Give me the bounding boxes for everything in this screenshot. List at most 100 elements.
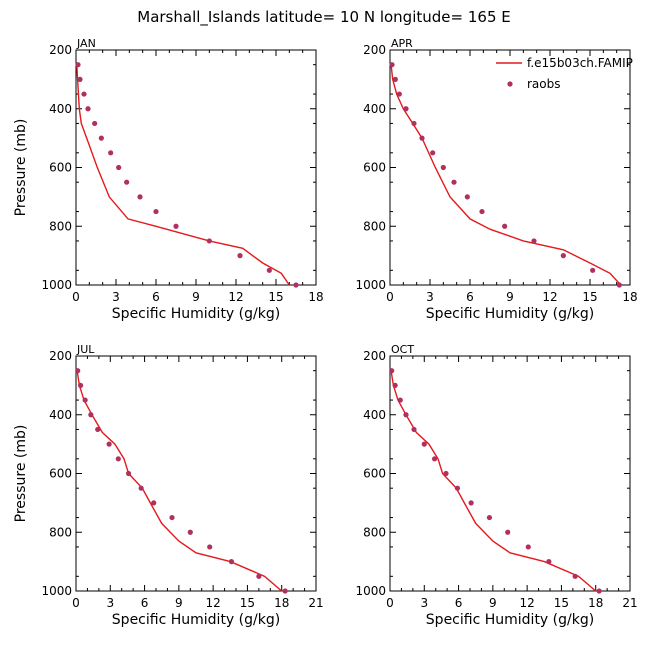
obs-point <box>125 470 132 477</box>
panel-label: JUL <box>76 343 95 356</box>
obs-point <box>454 485 461 491</box>
y-axis-title: Pressure (mb) <box>13 119 29 217</box>
obs-point <box>531 238 537 244</box>
obs-point <box>403 106 409 112</box>
obs-point <box>256 573 262 579</box>
obs-point <box>92 120 98 127</box>
obs-point <box>116 164 122 171</box>
x-tick-label: 12 <box>206 596 221 610</box>
y-tick-label: 200 <box>49 43 72 57</box>
x-axis-title: Specific Humidity (g/kg) <box>426 306 594 322</box>
legend-model-label: f.e15b03ch.FAMIP <box>527 56 633 70</box>
panel-jan: JAN 0 3 6 9 12 15 18 200 400 600 800 1000 Specific Hu… <box>13 37 324 322</box>
x-tick-label: 12 <box>520 596 535 610</box>
obs-point <box>169 514 175 521</box>
obs-point <box>75 368 81 374</box>
x-axis-title: Specific Humidity (g/kg) <box>426 612 594 628</box>
x-tick-label: 18 <box>308 290 323 304</box>
plot-frame <box>75 355 317 592</box>
y-tick-label: 800 <box>49 525 72 539</box>
y-tick-label: 1000 <box>355 584 386 598</box>
x-tick-label: 6 <box>141 596 149 610</box>
x-tick-label: 21 <box>308 596 323 610</box>
obs-point <box>572 573 578 579</box>
x-tick-label: 18 <box>622 290 637 304</box>
x-tick-label: 0 <box>386 596 394 610</box>
obs-point <box>207 544 213 550</box>
obs-point <box>151 500 157 506</box>
obs-point <box>560 253 566 259</box>
obs-point <box>389 62 395 68</box>
obs-point <box>95 426 101 433</box>
obs-point <box>419 135 425 141</box>
x-tick-label: 6 <box>152 290 160 304</box>
x-tick-label: 12 <box>542 290 557 304</box>
x-tick-label: 12 <box>228 290 243 304</box>
obs-point <box>392 76 398 82</box>
obs-point <box>237 253 243 259</box>
obs-point <box>431 456 438 462</box>
obs-point <box>187 529 193 535</box>
y-tick-label: 400 <box>363 102 386 116</box>
panel-label: OCT <box>391 343 414 356</box>
obs-point <box>88 412 94 418</box>
obs-point <box>590 267 596 273</box>
x-tick-label: 3 <box>106 596 114 610</box>
x-tick-label: 0 <box>72 596 80 610</box>
y-axis-title: Pressure (mb) <box>13 425 29 523</box>
legend-obs-label: raobs <box>527 77 561 91</box>
obs-point <box>81 91 87 97</box>
y-tick-label: 600 <box>363 467 386 481</box>
x-tick-label: 6 <box>455 596 463 610</box>
x-tick-label: 6 <box>466 290 474 304</box>
obs-point <box>153 208 159 215</box>
y-tick-label: 800 <box>363 219 386 233</box>
obs-point <box>138 485 144 491</box>
figure-title: Marshall_Islands latitude= 10 N longitud… <box>137 8 510 27</box>
x-tick-label: 9 <box>175 596 183 610</box>
obs-point <box>421 441 427 447</box>
model-line <box>390 64 622 286</box>
panel-oct: OCT 0 3 6 9 12 15 18 21 200 400 600 800 1000 Specific … <box>355 343 637 628</box>
obs-point <box>403 412 409 418</box>
panel-label: APR <box>391 37 413 50</box>
obs-point <box>451 179 457 185</box>
y-tick-label: 400 <box>49 408 72 422</box>
obs-point <box>616 282 622 288</box>
y-tick-label: 1000 <box>41 278 72 292</box>
model-line <box>76 64 290 286</box>
plot-frame <box>75 49 317 286</box>
obs-point <box>397 397 403 403</box>
obs-point <box>479 208 485 215</box>
y-tick-label: 400 <box>49 102 72 116</box>
obs-point <box>115 456 121 462</box>
panel-apr: APR 0 3 6 9 12 15 18 200 400 600 800 1000 Specific Hu… <box>355 37 637 322</box>
y-tick-label: 600 <box>49 467 72 481</box>
x-axis-title: Specific Humidity (g/kg) <box>112 612 280 628</box>
obs-point <box>546 559 552 565</box>
obs-point <box>505 529 511 535</box>
x-tick-label: 15 <box>268 290 283 304</box>
obs-point <box>389 368 395 374</box>
obs-point <box>82 397 88 403</box>
obs-point <box>440 164 446 171</box>
y-tick-label: 200 <box>49 349 72 363</box>
x-tick-label: 9 <box>489 596 497 610</box>
obs-point <box>392 382 398 388</box>
obs-point <box>411 426 417 433</box>
x-tick-label: 15 <box>582 290 597 304</box>
x-tick-label: 0 <box>386 290 394 304</box>
obs-point <box>430 150 436 156</box>
legend-obs-swatch <box>507 81 513 87</box>
x-tick-label: 15 <box>554 596 569 610</box>
x-tick-label: 18 <box>588 596 603 610</box>
obs-point <box>282 588 288 594</box>
x-tick-label: 9 <box>506 290 514 304</box>
y-tick-label: 1000 <box>355 278 386 292</box>
y-tick-label: 600 <box>363 161 386 175</box>
y-tick-label: 200 <box>363 43 386 57</box>
x-tick-label: 0 <box>72 290 80 304</box>
obs-point <box>293 282 299 288</box>
obs-point <box>206 238 212 244</box>
